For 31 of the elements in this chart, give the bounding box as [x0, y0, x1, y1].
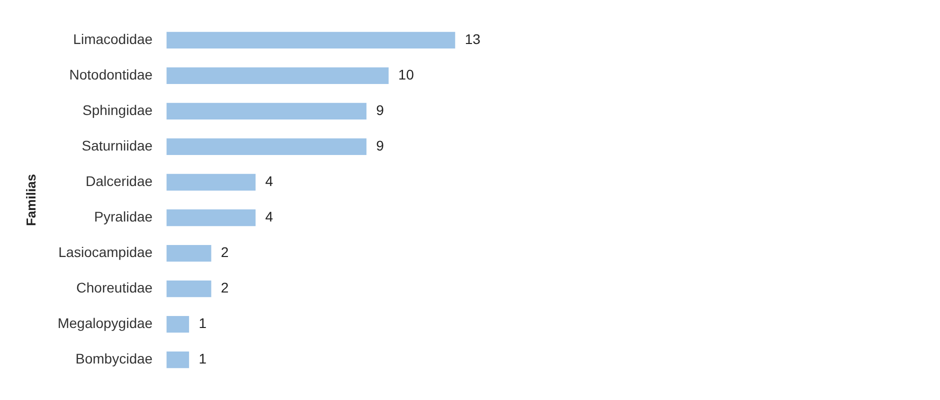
y-tick-label: Choreutidae [76, 280, 153, 296]
bar [166, 280, 212, 298]
data-label: 1 [198, 315, 207, 332]
bar [166, 244, 212, 262]
y-tick-label: Megalopygidae [58, 315, 153, 332]
bar [166, 67, 389, 84]
bar [166, 316, 190, 333]
data-label: 4 [265, 208, 274, 225]
data-label: 9 [376, 138, 384, 154]
y-tick-label: Limacodidae [73, 31, 153, 48]
y-tick-label: Pyralidae [94, 208, 153, 225]
bar [166, 138, 366, 156]
data-label: 10 [398, 66, 414, 83]
bar [166, 174, 256, 191]
bar [166, 32, 456, 48]
bar [166, 352, 190, 368]
y-tick-label: Notodontidae [69, 66, 153, 83]
y-tick-label: Dalceridae [86, 173, 153, 190]
data-label: 4 [265, 173, 274, 190]
data-label: 1 [198, 350, 207, 367]
y-tick-label: Lasiocampidae [58, 244, 153, 260]
bar [166, 209, 256, 226]
data-label: 9 [376, 102, 384, 118]
y-axis-title: Familias [23, 174, 38, 226]
bar [166, 102, 366, 120]
y-tick-label: Bombycidae [76, 350, 153, 367]
y-tick-label: Saturniidae [82, 138, 153, 154]
data-label: 13 [464, 31, 481, 48]
data-label: 2 [220, 244, 229, 260]
y-tick-label: Sphingidae [82, 102, 153, 118]
data-label: 2 [220, 280, 229, 296]
